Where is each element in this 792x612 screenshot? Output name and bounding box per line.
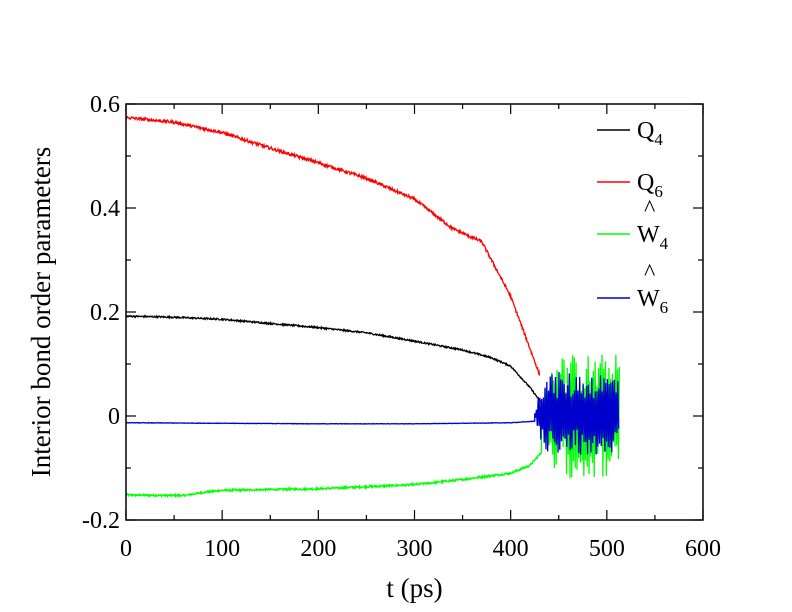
legend-label-subscript: 4 [654,130,663,149]
legend-label: Q4 [637,118,663,149]
x-tick-label: 500 [589,536,625,562]
plot-frame [125,103,704,521]
axes: 0 100 200 300 400 500 600-0.200.20.40.6 [82,92,721,562]
y-axis-label: Interior bond order parameters [26,147,56,478]
x-tick-label: 300 [397,536,433,562]
series-line-w6-hat [126,371,620,455]
legend-label: Q6 [637,170,663,201]
legend-label: W4 [637,222,669,253]
legend-label-subscript: 6 [660,298,669,317]
legend-label-main: W [637,286,660,312]
y-tick-label: 0.2 [90,300,120,326]
x-tick-label: 200 [300,536,336,562]
y-tick-label: 0 [108,404,120,430]
legend-label: W6 [637,286,668,317]
legend-label-main: Q [637,118,654,144]
x-tick-label: 0 [120,536,132,562]
legend-label-main: Q [637,170,654,196]
legend-hat-glyph: ^ [644,260,655,286]
plot-area [126,115,620,499]
y-tick-label: 0.4 [90,196,120,222]
x-tick-label: 600 [685,536,721,562]
legend-label-main: W [637,222,660,248]
x-axis-label: t (ps) [386,573,442,603]
series-line-q6 [126,115,541,376]
series-line-q4 [126,314,545,407]
series-line-w4-hat [126,354,620,499]
x-tick-label: 100 [204,536,240,562]
legend-hat-glyph: ^ [644,196,655,222]
legend-label-subscript: 6 [654,182,663,201]
x-tick-label: 400 [493,536,529,562]
y-tick-label: 0.6 [90,92,120,118]
y-tick-label: -0.2 [82,508,120,534]
legend-label-subscript: 4 [660,234,669,253]
